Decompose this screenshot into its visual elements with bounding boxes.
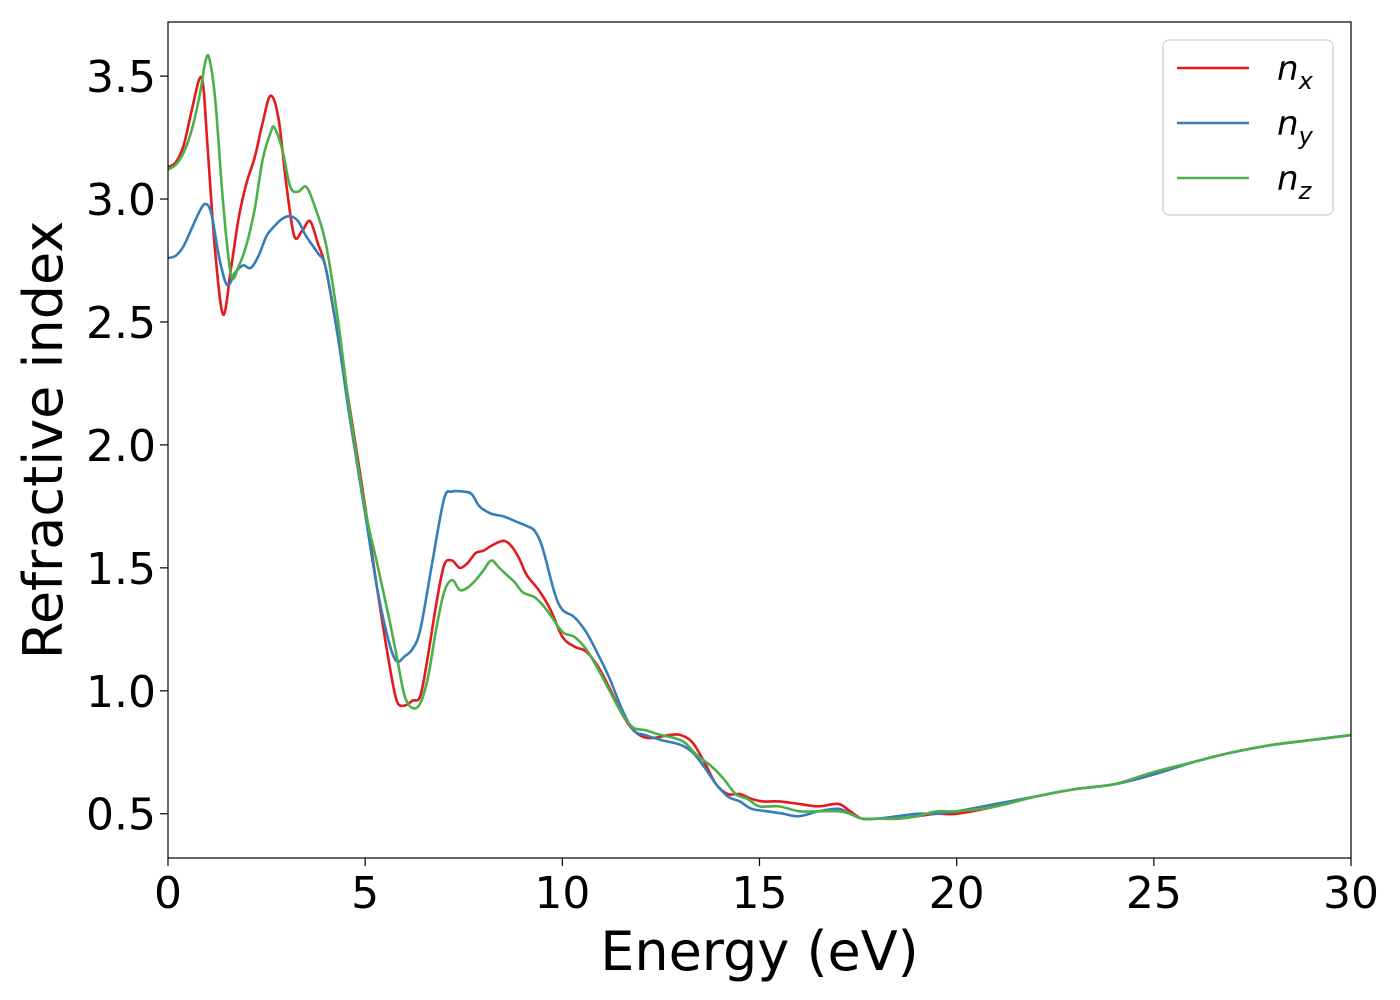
legend-label-n_x: nx [1277,49,1314,95]
x-axis-label: Energy (eV) [600,920,919,983]
legend-label-n_y: ny [1277,104,1314,150]
y-tick-label: 2.0 [86,421,156,472]
series-line-n_z [168,53,1351,821]
x-tick-label: 10 [534,868,590,919]
y-tick-label: 3.5 [86,52,156,103]
y-tick-label: 2.5 [86,298,156,349]
y-tick-label: 1.5 [86,544,156,595]
series-line-n_y [168,202,1351,821]
series-layer [168,53,1351,821]
y-tick-label: 3.0 [86,175,156,226]
x-tick-label: 15 [732,868,788,919]
x-tick-label: 5 [351,868,379,919]
y-axis: 0.5 1.0 1.5 2.0 2.5 3.0 3.5 [86,52,168,841]
x-tick-label: 20 [929,868,985,919]
legend-label-n_z: nz [1277,159,1313,205]
legend-box [1162,39,1334,216]
x-tick-label: 30 [1323,868,1379,919]
y-tick-label: 0.5 [86,790,156,841]
x-tick-label: 25 [1126,868,1182,919]
y-tick-label: 1.0 [86,667,156,718]
y-axis-label: Refractive index [12,221,75,660]
x-tick-label: 0 [154,868,182,919]
x-axis: 0 5 10 15 20 25 30 [154,858,1379,919]
legend: nx ny nz [1162,39,1334,216]
